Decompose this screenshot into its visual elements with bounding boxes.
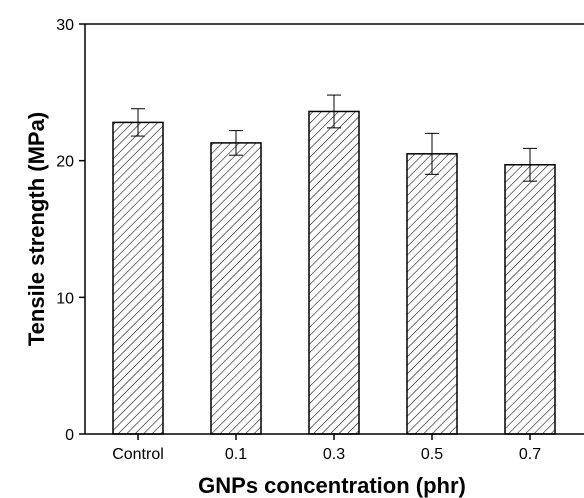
x-tick-label-2: 0.3 bbox=[323, 446, 345, 463]
y-tick-label-0: 0 bbox=[65, 427, 74, 444]
x-tick-group: Control 0.1 0.3 0.5 0.7 bbox=[112, 434, 541, 463]
bar-3 bbox=[406, 153, 458, 435]
y-tick-group: 0 10 20 30 bbox=[56, 17, 85, 444]
bar-group bbox=[112, 110, 556, 435]
bar-2 bbox=[308, 110, 360, 435]
bar-1 bbox=[210, 142, 262, 435]
y-tick-label-3: 30 bbox=[56, 17, 74, 34]
x-axis-title: GNPs concentration (phr) bbox=[198, 473, 466, 498]
x-tick-label-3: 0.5 bbox=[421, 446, 443, 463]
x-tick-label-0: Control bbox=[112, 446, 164, 463]
x-tick-label-4: 0.7 bbox=[519, 446, 541, 463]
bar-4 bbox=[504, 164, 556, 435]
bar-0 bbox=[112, 121, 164, 435]
y-tick-label-1: 10 bbox=[56, 290, 74, 307]
x-tick-label-1: 0.1 bbox=[225, 446, 247, 463]
error-bar-group bbox=[131, 94, 537, 182]
y-axis-title: Tensile strength (MPa) bbox=[24, 112, 49, 346]
y-tick-label-2: 20 bbox=[56, 154, 74, 171]
